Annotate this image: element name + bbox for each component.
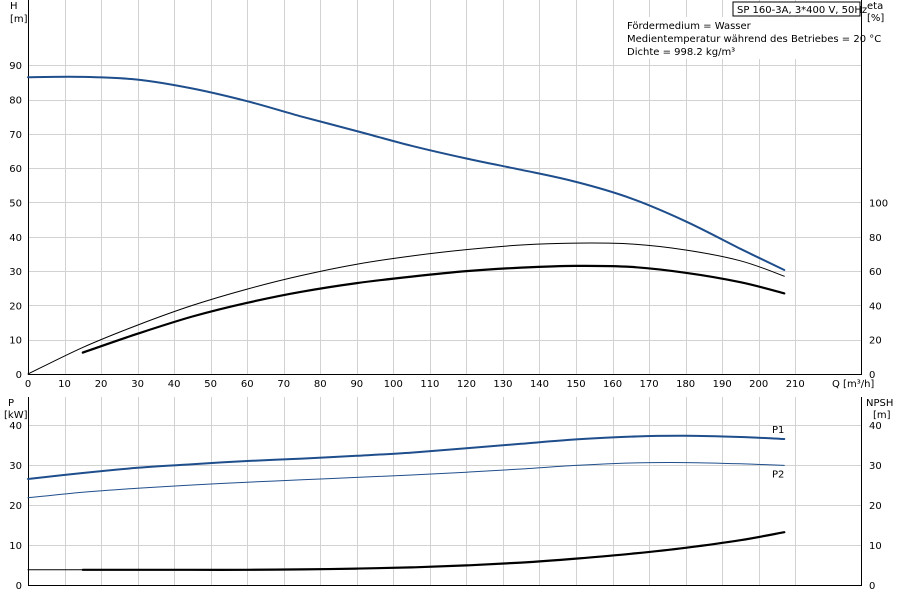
p-axis-unit: [kW] (4, 410, 28, 421)
h-tick-0: 0 (16, 370, 22, 381)
eta-tick-40: 40 (869, 301, 882, 312)
p-tick-20: 20 (9, 501, 22, 512)
npsh-axis-label: NPSH (866, 398, 893, 409)
h-tick-20: 20 (9, 301, 22, 312)
p-tick-0: 0 (16, 581, 22, 592)
series (27, 75, 786, 571)
npsh-tick-0: 0 (869, 581, 875, 592)
title-box: SP 160-3A, 3*400 V, 50Hz (732, 1, 867, 17)
note-medium: Fördermedium = Wasser (627, 21, 752, 32)
npsh-tick-20: 20 (869, 501, 882, 512)
x-tick-210: 210 (786, 379, 805, 390)
h-tick-60: 60 (9, 164, 22, 175)
h-tick-50: 50 (9, 198, 22, 209)
lower-series-3 (81, 531, 786, 571)
tick-labels: 0 10 20 30 40 50 60 70 80 90 100 110 120 130 140 150 160… (9, 61, 888, 592)
x-tick-80: 80 (314, 379, 327, 390)
x-tick-180: 180 (676, 379, 695, 390)
h-tick-80: 80 (9, 96, 22, 107)
upper-series-0 (27, 75, 786, 271)
axes (28, 0, 862, 586)
eta-tick-80: 80 (869, 233, 882, 244)
h-axis-unit: [m] (10, 14, 28, 25)
x-tick-160: 160 (603, 379, 622, 390)
lower-series-p2 (27, 462, 785, 499)
p-tick-10: 10 (9, 541, 22, 552)
eta-axis-label: eta (867, 1, 883, 12)
x-tick-110: 110 (420, 379, 439, 390)
lower-series-p1 (27, 434, 786, 480)
x-tick-120: 120 (457, 379, 476, 390)
series-label-p2: P2 (772, 469, 784, 480)
npsh-tick-10: 10 (869, 541, 882, 552)
x-tick-100: 100 (384, 379, 403, 390)
x-tick-50: 50 (204, 379, 217, 390)
x-tick-190: 190 (713, 379, 732, 390)
h-tick-70: 70 (9, 130, 22, 141)
p-tick-30: 30 (9, 461, 22, 472)
x-tick-130: 130 (493, 379, 512, 390)
x-tick-140: 140 (530, 379, 549, 390)
eta-tick-0: 0 (869, 370, 875, 381)
x-tick-0: 0 (25, 379, 31, 390)
npsh-tick-30: 30 (869, 461, 882, 472)
eta-axis-unit: [%] (867, 13, 884, 24)
x-tick-40: 40 (168, 379, 181, 390)
note-temperature: Medientemperatur während des Betriebes =… (627, 34, 881, 45)
h-tick-10: 10 (9, 336, 22, 347)
x-axis-label: Q [m³/h] (832, 379, 874, 390)
h-tick-40: 40 (9, 233, 22, 244)
x-tick-90: 90 (350, 379, 363, 390)
eta-tick-100: 100 (869, 198, 888, 209)
p-axis-label: P (8, 398, 14, 409)
grid (28, 0, 861, 585)
eta-tick-20: 20 (869, 336, 882, 347)
notes-background (623, 17, 861, 59)
h-tick-90: 90 (9, 61, 22, 72)
note-density: Dichte = 998.2 kg/m³ (627, 47, 735, 58)
x-tick-70: 70 (277, 379, 290, 390)
series-label-p1: P1 (772, 425, 784, 436)
h-axis-label: H (10, 1, 18, 12)
npsh-axis-unit: [m] (873, 410, 891, 421)
upper-series-2 (81, 264, 786, 354)
x-tick-150: 150 (566, 379, 585, 390)
x-tick-170: 170 (640, 379, 659, 390)
title-frame (732, 1, 861, 17)
h-tick-30: 30 (9, 267, 22, 278)
x-tick-10: 10 (58, 379, 71, 390)
x-tick-30: 30 (131, 379, 144, 390)
eta-tick-60: 60 (869, 267, 882, 278)
upper-series-1 (27, 242, 785, 375)
x-tick-20: 20 (95, 379, 108, 390)
x-tick-60: 60 (241, 379, 254, 390)
fluid-notes: Fördermedium = Wasser Medientemperatur w… (623, 17, 881, 59)
x-tick-200: 200 (749, 379, 768, 390)
npsh-tick-40: 40 (869, 421, 882, 432)
p-tick-40: 40 (9, 421, 22, 432)
chart-title: SP 160-3A, 3*400 V, 50Hz (737, 5, 867, 16)
